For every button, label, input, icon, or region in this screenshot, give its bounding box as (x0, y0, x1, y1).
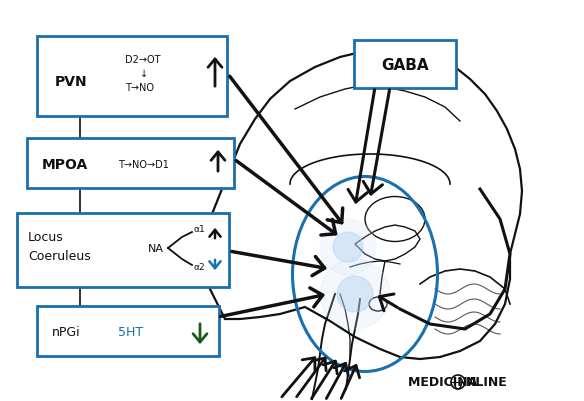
FancyBboxPatch shape (354, 41, 456, 89)
FancyBboxPatch shape (27, 139, 234, 188)
FancyBboxPatch shape (37, 37, 227, 117)
Text: MEDICINA: MEDICINA (408, 376, 486, 389)
Text: NLINE: NLINE (466, 376, 507, 389)
Text: GABA: GABA (381, 59, 429, 73)
Text: nPGi: nPGi (52, 326, 81, 339)
FancyBboxPatch shape (37, 306, 219, 356)
Text: Coeruleus: Coeruleus (28, 250, 91, 263)
Text: D2→OT: D2→OT (125, 55, 161, 65)
Text: T→NO: T→NO (125, 83, 154, 93)
Text: NA: NA (148, 243, 164, 253)
Circle shape (337, 276, 373, 312)
Circle shape (333, 233, 363, 262)
Text: T→NO→D1: T→NO→D1 (118, 160, 169, 170)
Text: α1: α1 (193, 225, 205, 234)
Circle shape (320, 259, 390, 329)
Circle shape (320, 219, 376, 275)
Text: MPOA: MPOA (42, 158, 88, 172)
Text: Locus: Locus (28, 231, 64, 244)
FancyBboxPatch shape (17, 213, 229, 287)
Text: 5HT: 5HT (118, 326, 143, 339)
Text: α2: α2 (193, 263, 204, 272)
Text: ↓: ↓ (140, 69, 148, 79)
Text: PVN: PVN (55, 75, 88, 89)
